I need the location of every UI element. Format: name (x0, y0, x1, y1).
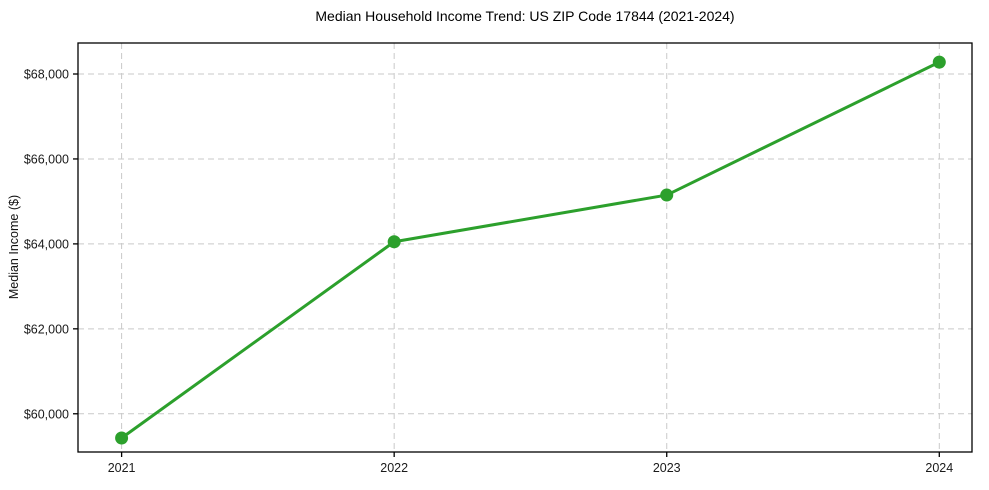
y-tick-label: $60,000 (24, 407, 69, 421)
x-tick-label: 2023 (653, 461, 681, 475)
x-tick-label: 2021 (108, 461, 136, 475)
data-point-marker (387, 235, 401, 249)
x-tick-label: 2024 (925, 461, 953, 475)
y-tick-label: $68,000 (24, 68, 69, 82)
plot-border (77, 42, 973, 453)
data-point-marker (932, 55, 946, 69)
y-tick-label: $64,000 (24, 237, 69, 251)
income-trend-line (120, 60, 941, 440)
data-point-marker (115, 431, 129, 445)
y-tick-label: $62,000 (24, 322, 69, 336)
x-tick-label: 2022 (380, 461, 408, 475)
y-tick-label: $66,000 (24, 152, 69, 166)
chart-title: Median Household Income Trend: US ZIP Co… (315, 8, 735, 24)
data-point-marker (660, 188, 674, 202)
